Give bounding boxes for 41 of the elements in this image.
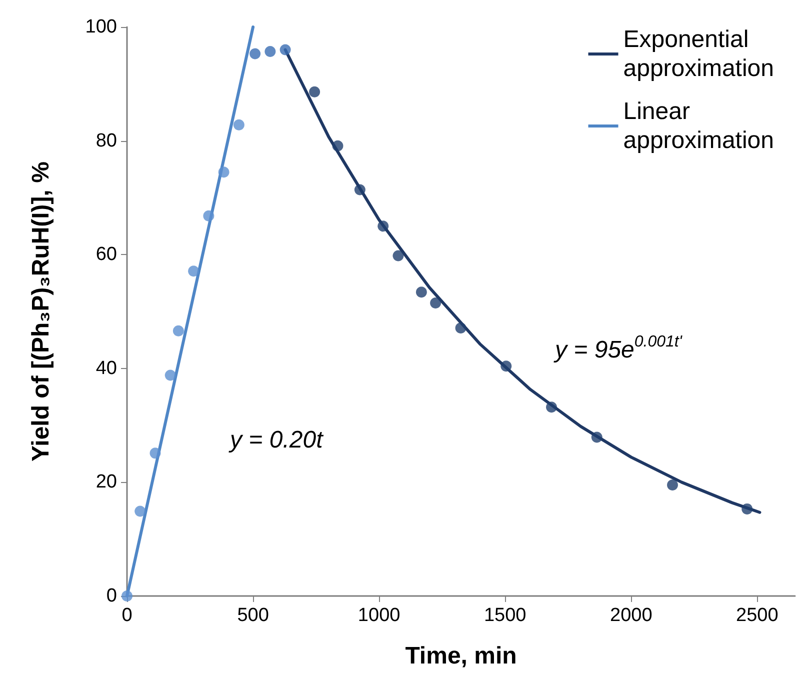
point [392,250,404,262]
point [416,286,427,298]
legend-label: Exponential approximation [623,26,774,82]
point [378,220,389,232]
x-tick-label: 0 [122,605,132,626]
x-tick-label: 1000 [358,605,400,626]
point [250,48,261,60]
x-tick-label: 1500 [484,605,526,626]
point [264,46,276,57]
point [742,503,753,514]
y-tick-label: 0 [106,586,117,606]
x-axis-title: Time, min [405,642,517,670]
point [172,325,184,336]
y-tick-label: 40 [96,358,117,379]
point [354,184,366,196]
x-tick-label: 2000 [610,605,652,626]
x-tick-label: 2500 [736,605,778,626]
point [667,480,678,491]
y-tick-label: 20 [96,472,117,493]
annotation: y = 0.20t [228,426,324,454]
point [188,266,200,277]
point [455,322,466,334]
y-tick-label: 100 [85,16,117,38]
point [150,448,161,459]
point [164,370,176,381]
legend-label: Linear approximation [623,98,774,154]
x-tick-label: 500 [237,605,269,626]
point [309,86,320,98]
y-axis-title: Yield of [(Ph₃P)₃RuH(I)], % [28,162,54,462]
point [134,506,146,517]
point [280,44,291,56]
point [546,402,557,413]
point [430,297,442,308]
point [233,119,244,130]
y-tick-label: 60 [96,244,117,266]
point [218,166,230,178]
point [500,360,512,372]
point [203,210,214,222]
point [332,140,344,152]
point [591,432,602,443]
y-tick-label: 80 [96,130,117,152]
